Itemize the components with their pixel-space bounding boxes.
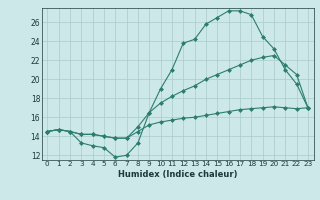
X-axis label: Humidex (Indice chaleur): Humidex (Indice chaleur): [118, 170, 237, 179]
